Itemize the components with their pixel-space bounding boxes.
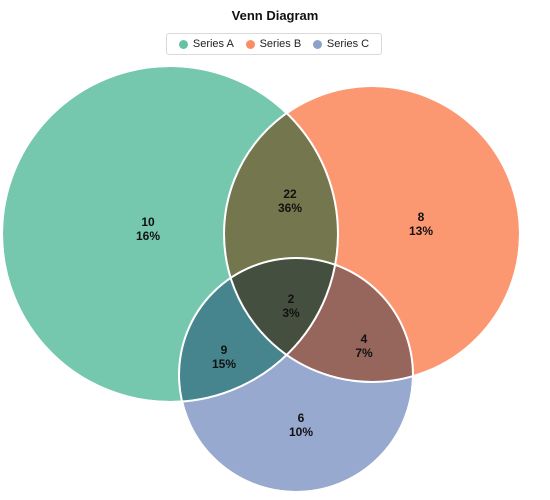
legend: Series A Series B Series C xyxy=(166,33,382,55)
region-value-a: 10 xyxy=(141,215,155,229)
venn-outline-series-b xyxy=(223,85,521,383)
legend-item-series-c[interactable]: Series C xyxy=(312,38,370,50)
region-value-ab: 22 xyxy=(283,187,297,201)
legend-swatch-series-c xyxy=(312,39,322,49)
legend-swatch-series-a xyxy=(178,39,188,49)
region-label-b: 8 13% xyxy=(409,210,433,238)
legend-item-series-b[interactable]: Series B xyxy=(245,38,302,50)
region-percent-c: 10% xyxy=(289,425,313,439)
legend-swatch-series-b xyxy=(245,39,255,49)
venn-circle-series-c[interactable] xyxy=(178,257,414,493)
region-percent-ac: 15% xyxy=(212,357,236,371)
region-percent-a: 16% xyxy=(136,229,160,243)
venn-outline-series-c xyxy=(178,257,414,493)
region-label-bc: 4 7% xyxy=(355,332,373,360)
region-label-a: 10 16% xyxy=(136,215,160,243)
legend-label-series-a: Series A xyxy=(192,38,234,50)
region-label-c: 6 10% xyxy=(289,411,313,439)
venn-circles xyxy=(1,65,521,493)
region-percent-ab: 36% xyxy=(278,201,302,215)
region-value-ac: 9 xyxy=(221,343,228,357)
region-label-ac: 9 15% xyxy=(212,343,236,371)
region-percent-abc: 3% xyxy=(282,306,300,320)
region-value-abc: 2 xyxy=(288,292,295,306)
region-label-abc: 2 3% xyxy=(282,292,300,320)
venn-region-labels: 10 16% 8 13% 6 10% 22 36% 9 15% 4 7% 2 3% xyxy=(136,187,433,439)
legend-item-series-a[interactable]: Series A xyxy=(178,38,234,50)
region-percent-bc: 7% xyxy=(355,346,373,360)
region-value-c: 6 xyxy=(298,411,305,425)
chart-title: Venn Diagram xyxy=(231,8,319,23)
venn-outline-series-a xyxy=(1,65,339,403)
legend-label-series-c: Series C xyxy=(326,38,370,50)
region-value-b: 8 xyxy=(418,210,425,224)
region-value-bc: 4 xyxy=(361,332,368,346)
region-label-ab: 22 36% xyxy=(278,187,302,215)
legend-label-series-b: Series B xyxy=(259,38,302,50)
region-percent-b: 13% xyxy=(409,224,433,238)
